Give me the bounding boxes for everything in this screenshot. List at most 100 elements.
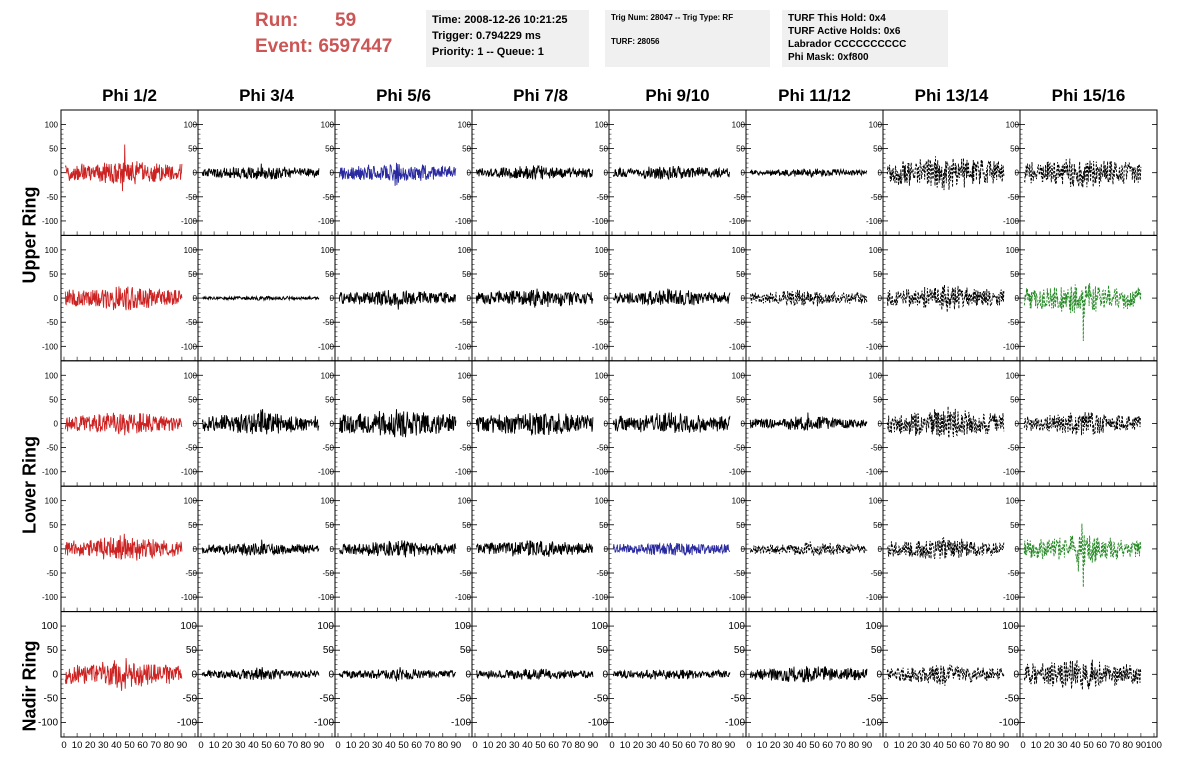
y-tick-label: 50 [599, 270, 608, 279]
x-tick-label: 0 [883, 740, 888, 751]
y-tick-label: 0 [54, 294, 59, 303]
x-tick-label: 80 [712, 740, 723, 751]
x-tick-label: 80 [575, 740, 586, 751]
waveform-trace [339, 540, 457, 558]
y-tick-label: -50 [731, 693, 746, 704]
waveform-trace [338, 289, 457, 310]
y-tick-label: 100 [321, 371, 335, 380]
y-tick-label: -50 [1005, 693, 1020, 704]
y-tick-label: 50 [188, 145, 197, 154]
x-tick-label: 40 [1070, 740, 1081, 751]
waveform-trace [612, 542, 731, 556]
y-tick-label: -50 [870, 569, 882, 578]
y-tick-label: -50 [322, 444, 334, 453]
x-tick-label: 90 [314, 740, 325, 751]
y-tick-label: 100 [869, 120, 883, 129]
turf-line: TURF: 28056 [611, 37, 660, 46]
x-tick-label: 80 [986, 740, 997, 751]
y-tick-label: -100 [725, 718, 745, 729]
y-tick-label: -50 [596, 193, 608, 202]
y-tick-label: 0 [1013, 669, 1019, 680]
y-tick-label: -50 [1007, 569, 1019, 578]
y-tick-label: 100 [732, 120, 746, 129]
waveform-trace [201, 409, 320, 435]
x-tick-label: 90 [862, 740, 873, 751]
x-tick-label: 10 [483, 740, 494, 751]
y-tick-label: -100 [181, 217, 198, 226]
waveform-trace [749, 289, 868, 307]
y-tick-label: -50 [733, 318, 745, 327]
y-tick-label: 50 [47, 645, 59, 656]
waveform-trace [338, 667, 457, 682]
y-tick-label: -50 [733, 193, 745, 202]
waveform-trace [475, 164, 594, 181]
x-tick-label: 30 [235, 740, 246, 751]
y-tick-label: -100 [729, 342, 746, 351]
waveform-trace [886, 156, 1005, 191]
column-header-phi-1-2: Phi 1/2 [102, 86, 157, 105]
y-tick-label: -50 [322, 193, 334, 202]
x-tick-label: 10 [346, 740, 357, 751]
y-tick-label: -100 [318, 593, 335, 602]
x-tick-label: 40 [522, 740, 533, 751]
panel-r1-c6: -100 -50 0 50 100 [866, 234, 1021, 362]
x-tick-label: 10 [757, 740, 768, 751]
y-tick-label: 50 [188, 395, 197, 404]
panel-r0-c0: -100 -50 0 50 100 [42, 109, 199, 236]
y-tick-label: 0 [602, 669, 608, 680]
panel-r2-c7: -100 -50 0 50 100 [1003, 360, 1158, 487]
y-tick-label: 0 [741, 169, 746, 178]
y-tick-label: 50 [325, 395, 334, 404]
y-tick-label: 100 [45, 246, 59, 255]
y-tick-label: 100 [869, 497, 883, 506]
x-tick-label: 70 [150, 740, 161, 751]
y-tick-label: 50 [1010, 145, 1019, 154]
y-tick-label: -50 [459, 193, 471, 202]
panel-r3-c3: -100 -50 0 50 100 [455, 485, 610, 613]
x-tick-label: 60 [685, 740, 696, 751]
panel-frame [1019, 234, 1158, 362]
y-tick-label: 0 [878, 545, 883, 554]
x-tick-label: 60 [959, 740, 970, 751]
y-tick-label: -100 [1003, 342, 1020, 351]
x-tick-label: 70 [561, 740, 572, 751]
x-tick-label: 30 [920, 740, 931, 751]
panel-r3-c0: -100 -50 0 50 100 [42, 485, 199, 613]
waveform-trace [64, 658, 183, 691]
panel-r2-c4: -100 -50 0 50 100 [592, 360, 747, 487]
y-tick-label: 0 [330, 545, 335, 554]
panel-r1-c3: -100 -50 0 50 100 [455, 234, 610, 362]
y-tick-label: 100 [45, 371, 59, 380]
x-tick-label: 40 [111, 740, 122, 751]
x-tick-label: 50 [672, 740, 683, 751]
x-tick-label: 0 [472, 740, 477, 751]
column-header-phi-5-6: Phi 5/6 [376, 86, 431, 105]
y-tick-label: 100 [184, 120, 198, 129]
panel-r1-c2: -100 -50 0 50 100 [318, 234, 473, 362]
y-tick-label: -50 [733, 569, 745, 578]
y-tick-label: -50 [46, 444, 58, 453]
y-tick-label: 0 [604, 545, 609, 554]
panel-r0-c3: -100 -50 0 50 100 [455, 109, 610, 236]
y-tick-label: 100 [45, 120, 59, 129]
x-tick-label: 70 [698, 740, 709, 751]
y-tick-label: 100 [41, 621, 58, 632]
waveform-trace [1023, 283, 1142, 342]
column-header-phi-11-12: Phi 11/12 [778, 86, 851, 105]
y-tick-label: 100 [184, 371, 198, 380]
waveform-trace [887, 537, 1005, 560]
trig-num-info-box: Trig Num: 28047 -- Trig Type: RF TURF: 2… [605, 10, 770, 67]
x-tick-label: 60 [411, 740, 422, 751]
y-tick-label: 0 [330, 294, 335, 303]
trig-num-line: Trig Num: 28047 -- Trig Type: RF [611, 13, 734, 22]
y-tick-label: -100 [455, 593, 472, 602]
panel-r3-c4: -100 -50 0 50 100 [592, 485, 747, 613]
y-tick-label: 0 [54, 545, 59, 554]
y-tick-label: -100 [729, 217, 746, 226]
x-tick-label: 50 [124, 740, 135, 751]
panel-r2-c3: -100 -50 0 50 100 [455, 360, 610, 487]
y-tick-label: 100 [732, 246, 746, 255]
waveform-trace [1023, 523, 1142, 588]
